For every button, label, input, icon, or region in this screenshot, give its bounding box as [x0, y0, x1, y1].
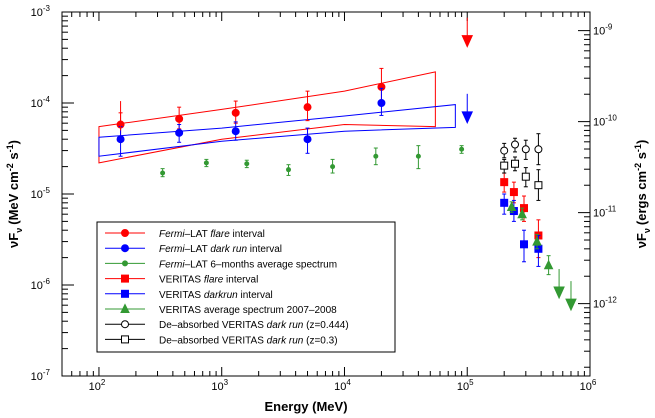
data-points-layer: [116, 17, 577, 312]
data-point: [116, 135, 125, 144]
y-right-tick-label: 10-10: [593, 114, 617, 129]
y-right-tick-label: 10-12: [593, 296, 617, 311]
series-2: [160, 145, 465, 178]
plot-frame: 102 103 104 105 106 10-7 10-6 10-5 10-4 10-3 10-12…: [31, 4, 618, 393]
x-tick-label: 106: [580, 378, 597, 393]
data-point: [160, 170, 166, 176]
legend-marker: [121, 274, 129, 283]
upper-limit-head: [461, 111, 474, 125]
veritas-avg-upper-limit-1: [553, 269, 565, 300]
data-point: [377, 99, 386, 107]
data-point: [500, 161, 509, 170]
legend-marker: [121, 335, 129, 344]
series-5: [506, 201, 554, 276]
legend-label: VERITAS flare interval: [159, 275, 258, 286]
y-right-axis-label: νFν(ergs cm-2 s-1): [633, 140, 652, 249]
data-point: [303, 103, 312, 112]
legend-label: Fermi–LAT flare interval: [159, 229, 265, 240]
data-point: [511, 159, 520, 168]
legend-marker: [121, 320, 129, 329]
data-point: [175, 128, 184, 137]
legend-marker: [121, 289, 129, 298]
x-tick-label: 102: [89, 378, 106, 393]
legend-label: Fermi–LAT 6–months average spectrum: [159, 259, 337, 270]
data-point: [500, 178, 509, 187]
legend-marker: [120, 303, 130, 313]
x-axis-label: Energy (MeV): [264, 399, 347, 414]
y-tick-label: 10-6: [31, 277, 51, 292]
y-axis-label: νFν(MeV cm-2 s-1): [5, 140, 24, 248]
data-point: [373, 153, 379, 159]
axis-labels: Energy (MeV) νFν(MeV cm-2 s-1) νFν(ergs cm…: [5, 140, 652, 414]
x-tick-label: 104: [334, 378, 351, 393]
y-tick-label: 10-7: [31, 368, 51, 383]
legend-label: VERITAS darkrun interval: [159, 290, 273, 301]
legend-marker: [121, 229, 129, 237]
legend-marker: [121, 244, 129, 253]
data-point: [303, 135, 312, 144]
data-point: [231, 127, 240, 136]
legend-label: De–absorbed VERITAS dark run (z=0.3): [159, 335, 338, 346]
legend-marker: [122, 260, 128, 267]
y-tick-label: 10-3: [31, 4, 51, 19]
x-tick-label: 105: [457, 378, 474, 393]
legend-label: VERITAS average spectrum 2007–2008: [159, 305, 337, 316]
y-tick-label: 10-5: [31, 186, 51, 201]
data-point: [415, 153, 421, 159]
data-point: [532, 235, 542, 246]
butterfly-layer: [98, 71, 456, 164]
legend-box: [96, 221, 396, 353]
series-0: [116, 67, 386, 137]
data-point: [286, 167, 292, 173]
data-point: [534, 145, 543, 154]
data-point: [500, 198, 509, 207]
data-point: [511, 140, 520, 149]
data-point: [459, 146, 465, 152]
data-point: [543, 259, 554, 270]
data-point: [521, 145, 530, 154]
legend-label: De–absorbed VERITAS dark run (z=0.444): [159, 320, 349, 331]
upper-limit-head: [553, 286, 565, 300]
series-7: [500, 156, 543, 201]
data-point: [175, 114, 184, 123]
veritas-avg-upper-limit-2: [565, 281, 577, 312]
y-tick-label: 10-4: [31, 95, 51, 110]
series-1: [116, 87, 386, 157]
legend: Fermi–LAT flare interval Fermi–LAT dark r…: [96, 221, 396, 353]
dark-upper-limit: [461, 93, 474, 125]
data-point: [509, 188, 518, 197]
series-6: [500, 133, 543, 166]
data-point: [520, 240, 529, 249]
fermi-dark-butterfly: [98, 104, 456, 157]
data-point: [500, 146, 509, 155]
data-point: [244, 161, 250, 167]
x-tick-label: 103: [211, 378, 228, 393]
data-point: [506, 201, 517, 211]
data-point: [330, 164, 336, 170]
data-point: [203, 160, 209, 166]
upper-limit-head: [461, 35, 474, 48]
legend-label: Fermi–LAT dark run interval: [159, 244, 282, 255]
fermi-flare-butterfly: [98, 71, 436, 164]
y-right-tick-label: 10-9: [593, 23, 613, 38]
flare-upper-limit: [461, 17, 474, 48]
data-point: [517, 208, 527, 219]
data-point: [231, 108, 240, 117]
upper-limit-head: [565, 298, 577, 312]
data-point: [521, 172, 530, 181]
data-point: [534, 181, 543, 190]
y-right-tick-label: 10-11: [593, 205, 617, 220]
